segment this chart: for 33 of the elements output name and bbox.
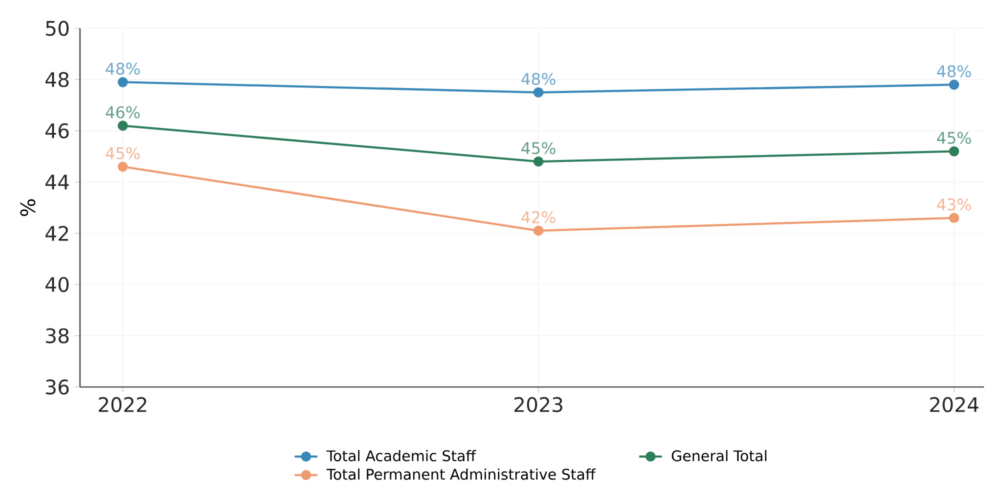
y-tick-label: 36 (46, 379, 69, 395)
x-tick-label: 2024 (930, 397, 978, 412)
point (118, 120, 128, 131)
point (949, 212, 960, 223)
data-label: 45% (106, 147, 140, 160)
point (533, 87, 544, 98)
legend-label: General Total (672, 450, 766, 462)
point (533, 226, 544, 236)
data-label: 43% (937, 198, 971, 211)
point (949, 80, 960, 90)
y-tick-label: 40 (45, 276, 69, 292)
y-tick-label: 46 (45, 123, 69, 138)
y-tick-label: 48 (45, 72, 69, 88)
legend-label: Total Academic Staff (326, 450, 476, 462)
y-tick-label: 44 (45, 174, 69, 190)
x-tick-label: 2023 (514, 397, 562, 412)
legend-label: Total Permanent Administrative Staff (326, 468, 596, 480)
point (533, 156, 544, 167)
y-axis-title: % (20, 199, 36, 216)
data-label: 45% (521, 142, 556, 154)
data-label: 45% (937, 132, 971, 144)
x-tick-label: 2022 (98, 397, 146, 412)
y-tick-label: 42 (45, 226, 68, 241)
point (118, 162, 128, 172)
data-label: 48% (521, 72, 556, 86)
data-label: 46% (106, 106, 140, 118)
point (118, 77, 128, 88)
y-tick-label: 38 (46, 328, 69, 344)
point (949, 146, 960, 156)
data-label: 48% (937, 65, 971, 78)
data-label: 48% (106, 62, 140, 75)
data-label: 42% (521, 211, 556, 224)
y-tick-label: 50 (46, 20, 69, 36)
